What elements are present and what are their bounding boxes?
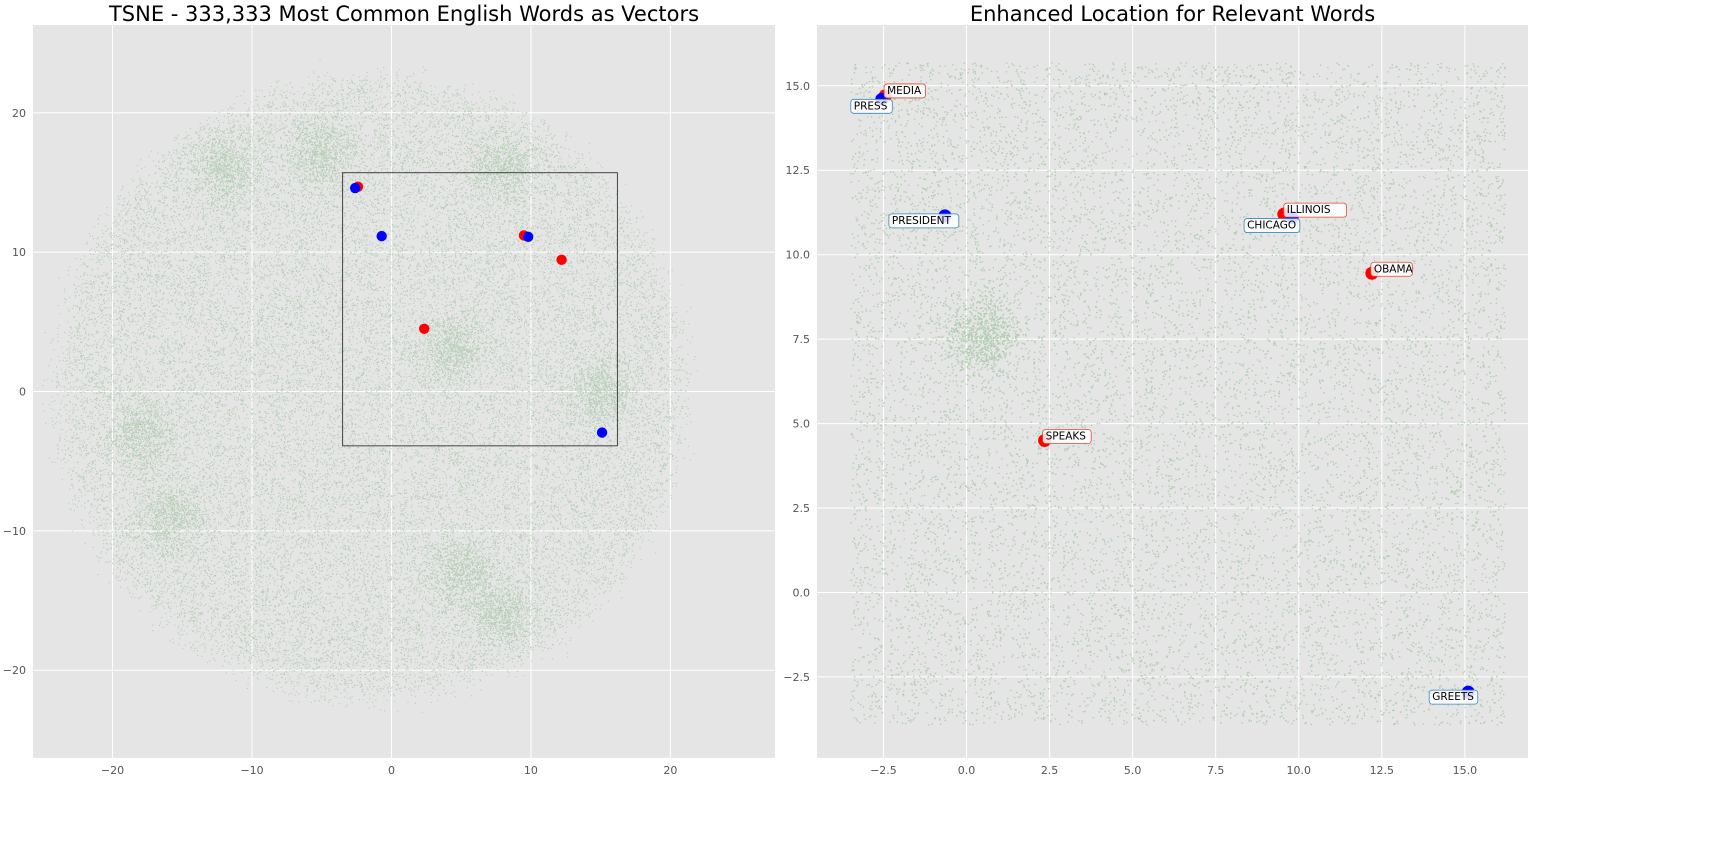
word-vector-cloud [42, 60, 699, 713]
word-label-text: GREETS [1432, 691, 1474, 703]
word-label-box [883, 83, 927, 99]
x-tick-label: 20 [663, 764, 677, 777]
highlighted-points [349, 181, 608, 438]
word-label-text: MEDIA [887, 85, 922, 97]
word-label: MEDIA [883, 83, 927, 99]
word-label-text: ILLINOIS [1287, 204, 1331, 216]
y-tick-label: 12.5 [786, 164, 811, 177]
word-label-box [1283, 202, 1348, 218]
x-tick-label: 7.5 [1207, 764, 1225, 777]
y-tick-label: −10 [3, 525, 26, 538]
y-tick-label: 0 [19, 386, 26, 399]
word-label-box [1428, 689, 1479, 705]
word-label: OBAMA [1370, 261, 1414, 277]
blue-point [376, 230, 387, 242]
word-label-box [888, 213, 960, 229]
y-tick-label: 0.0 [793, 586, 811, 599]
word-label-box [1042, 429, 1092, 444]
y-tick-label: 20 [12, 107, 26, 120]
y-tick-label: 15.0 [786, 80, 811, 93]
word-label-text: CHICAGO [1247, 220, 1296, 232]
x-tick-label: 0.0 [958, 764, 976, 777]
y-tick-label: 2.5 [793, 502, 811, 515]
word-label-box [1370, 261, 1413, 277]
x-tick-label: −20 [101, 764, 124, 777]
y-tick-label: 10 [12, 246, 26, 259]
x-tick-label: 5.0 [1124, 764, 1142, 777]
y-tick-label: −20 [3, 664, 26, 677]
word-labels: MEDIA ILLINOIS OBAMA SPEAKS PRESS PRESIDENT CH… [850, 83, 1479, 705]
y-tick-label: −2.5 [783, 671, 810, 684]
x-tick-label: 2.5 [1041, 764, 1059, 777]
word-label: PRESIDENT [888, 213, 960, 229]
cloud-points [42, 60, 699, 713]
y-tick-label: 5.0 [793, 418, 811, 431]
word-vector-cloud [850, 62, 1507, 726]
word-label: GREETS [1428, 689, 1479, 705]
x-tick-label: 12.5 [1370, 764, 1395, 777]
word-label-text: SPEAKS [1046, 430, 1087, 442]
axes-face [817, 25, 1528, 758]
word-label: PRESS [850, 98, 893, 114]
x-tick-label: 0 [388, 764, 395, 777]
word-label-text: OBAMA [1374, 263, 1414, 275]
y-tick-label: 10.0 [786, 249, 811, 262]
blue-point [522, 231, 534, 243]
word-label-box [850, 98, 893, 114]
word-label: ILLINOIS [1283, 202, 1348, 218]
chart-tsne-overview: −20 −10 0 10 20 −20 −10 0 10 20 TSNE - 333,333 Mo… [3, 2, 775, 777]
chart-enhanced-location: MEDIA ILLINOIS OBAMA SPEAKS PRESS PRESIDENT CH… [783, 2, 1528, 777]
cloud-points [850, 62, 1507, 726]
zoom-rectangle [342, 172, 618, 447]
x-tick-label: 10.0 [1287, 764, 1312, 777]
word-label-box [1243, 218, 1301, 233]
x-tick-label: 15.0 [1453, 764, 1478, 777]
x-tick-label: −10 [240, 764, 263, 777]
chart-title: TSNE - 333,333 Most Common English Words… [108, 2, 699, 26]
word-label: SPEAKS [1042, 429, 1092, 444]
zoom-region-box [342, 172, 618, 447]
y-tick-label: 7.5 [793, 333, 811, 346]
blue-point [596, 427, 608, 438]
word-label-text: PRESS [854, 100, 888, 112]
red-point [556, 254, 567, 266]
word-label-text: PRESIDENT [892, 215, 952, 227]
blue-point [349, 182, 361, 194]
word-label: CHICAGO [1243, 218, 1301, 233]
tick-labels: −20 −10 0 10 20 −20 −10 0 10 20 [3, 107, 678, 777]
red-point [419, 323, 430, 334]
tick-labels: −2.5 0.0 2.5 5.0 7.5 10.0 12.5 15.0 −2.5 0.0 2.5 5.… [783, 80, 1477, 777]
x-tick-label: 10 [524, 764, 538, 777]
chart-title: Enhanced Location for Relevant Words [970, 2, 1375, 26]
x-tick-label: −2.5 [870, 764, 897, 777]
